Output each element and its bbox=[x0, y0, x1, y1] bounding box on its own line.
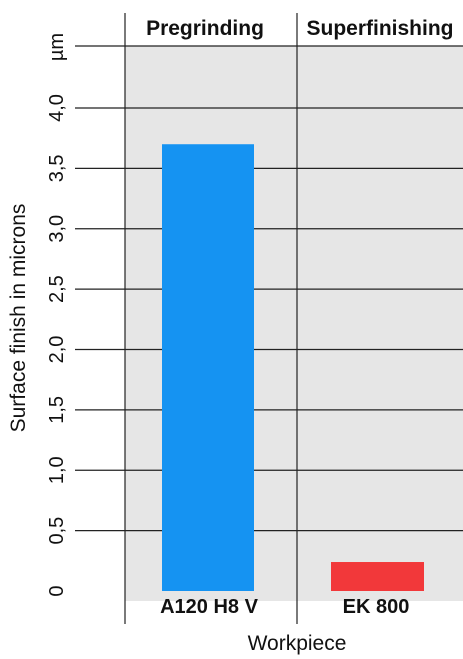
grid-lines bbox=[75, 45, 463, 532]
category-label-a120: A120 H8 V bbox=[160, 596, 258, 618]
y-tick-label: 2,5 bbox=[46, 275, 68, 303]
y-tick-labels: 0 0,5 1,0 1,5 2,0 2,5 3,0 3,5 4,0 bbox=[46, 94, 68, 596]
y-tick-label: 3,5 bbox=[46, 154, 68, 182]
category-label-ek800: EK 800 bbox=[343, 596, 410, 618]
y-axis-title: Surface finish in microns bbox=[7, 204, 30, 433]
y-tick-label: 0,5 bbox=[46, 517, 68, 545]
bar-a120-h8-v bbox=[162, 144, 254, 591]
column-header-pregrinding: Pregrinding bbox=[146, 17, 264, 40]
y-tick-label: 2,0 bbox=[46, 336, 68, 364]
unit-label: µm bbox=[46, 33, 68, 61]
bar-ek-800 bbox=[331, 562, 424, 591]
column-header-superfinishing: Superfinishing bbox=[307, 17, 454, 40]
bars bbox=[162, 144, 424, 591]
x-axis-title: Workpiece bbox=[248, 632, 347, 655]
y-tick-label: 3,0 bbox=[46, 215, 68, 243]
y-tick-label: 4,0 bbox=[46, 94, 68, 122]
y-tick-label: 1,5 bbox=[46, 396, 68, 424]
y-tick-label: 1,0 bbox=[46, 456, 68, 484]
y-tick-label: 0 bbox=[46, 585, 68, 596]
